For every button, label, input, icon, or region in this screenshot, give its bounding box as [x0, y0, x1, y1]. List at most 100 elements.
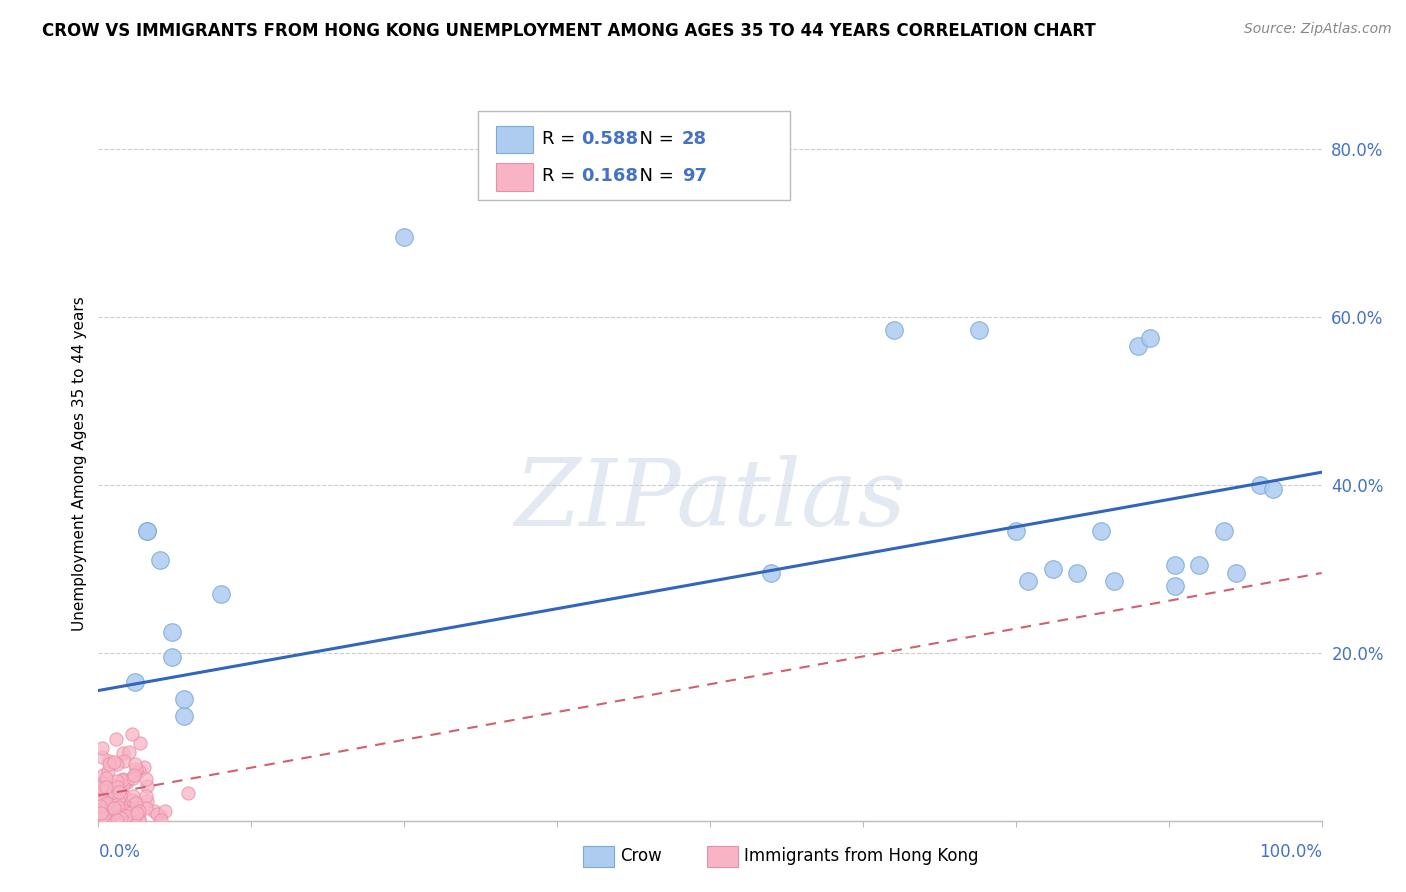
Point [135, 779, 157, 793]
Point [105, 780, 128, 794]
Point [110, 811, 132, 825]
Point [112, 772, 135, 786]
FancyBboxPatch shape [496, 163, 533, 191]
Point [89, 805, 111, 819]
Point [177, 786, 200, 800]
Point [103, 801, 125, 815]
Point [149, 813, 172, 827]
Point [134, 760, 156, 774]
Point [1249, 478, 1271, 492]
Point [93, 776, 115, 790]
Point [112, 789, 135, 803]
Point [122, 794, 145, 808]
Point [108, 782, 131, 797]
Point [146, 807, 169, 822]
Point [94, 788, 117, 802]
Point [90, 780, 112, 795]
Point [967, 322, 990, 336]
Point [89, 799, 111, 814]
Text: N =: N = [628, 168, 679, 186]
Point [90, 806, 112, 821]
FancyBboxPatch shape [496, 127, 533, 153]
Point [1066, 566, 1088, 580]
Point [136, 794, 159, 808]
Text: CROW VS IMMIGRANTS FROM HONG KONG UNEMPLOYMENT AMONG AGES 35 TO 44 YEARS CORRELA: CROW VS IMMIGRANTS FROM HONG KONG UNEMPL… [42, 22, 1095, 40]
Text: Immigrants from Hong Kong: Immigrants from Hong Kong [744, 847, 979, 865]
Point [91, 741, 114, 756]
Text: N =: N = [628, 130, 679, 148]
Point [103, 785, 125, 799]
Point [94, 772, 117, 786]
Point [761, 566, 783, 580]
Point [121, 805, 143, 819]
Point [107, 810, 129, 824]
Point [173, 708, 195, 723]
Point [96, 786, 118, 800]
Point [114, 812, 136, 826]
Point [93, 800, 115, 814]
Point [209, 587, 232, 601]
Point [91, 809, 114, 823]
Point [124, 675, 146, 690]
Y-axis label: Unemployment Among Ages 35 to 44 years: Unemployment Among Ages 35 to 44 years [72, 296, 87, 632]
Point [93, 789, 115, 803]
Point [105, 774, 128, 789]
Text: R =: R = [543, 168, 582, 186]
Point [135, 789, 157, 804]
Point [111, 772, 134, 787]
Point [97, 810, 120, 824]
Point [121, 771, 143, 785]
Point [149, 553, 172, 567]
Point [107, 814, 129, 828]
Point [392, 230, 416, 244]
Point [89, 781, 111, 796]
Text: 28: 28 [682, 130, 707, 148]
Point [124, 757, 146, 772]
Point [121, 805, 143, 820]
Point [1004, 524, 1026, 538]
Point [128, 813, 150, 827]
Point [90, 810, 112, 824]
Text: Source: ZipAtlas.com: Source: ZipAtlas.com [1244, 22, 1392, 37]
Point [117, 772, 139, 787]
Point [108, 785, 131, 799]
Point [110, 798, 132, 813]
Point [129, 736, 152, 750]
Point [153, 805, 176, 819]
Point [91, 750, 114, 764]
Point [125, 805, 148, 820]
Point [111, 806, 134, 821]
Point [1128, 339, 1150, 353]
Point [128, 813, 150, 827]
FancyBboxPatch shape [478, 111, 790, 200]
Point [124, 809, 146, 823]
Point [136, 524, 159, 538]
Point [108, 807, 131, 822]
Point [173, 692, 195, 706]
Point [108, 779, 131, 793]
Point [117, 801, 139, 815]
Point [1090, 524, 1112, 538]
Point [97, 805, 120, 819]
Point [1212, 524, 1234, 538]
Point [98, 756, 121, 771]
Point [120, 812, 142, 826]
Point [111, 807, 134, 822]
Point [1188, 558, 1211, 572]
Point [1164, 558, 1187, 572]
Point [105, 797, 128, 811]
Text: 0.588: 0.588 [582, 130, 638, 148]
Text: 0.0%: 0.0% [98, 843, 141, 861]
Text: 100.0%: 100.0% [1258, 843, 1322, 861]
Point [111, 746, 134, 760]
Point [121, 727, 143, 741]
Point [101, 801, 124, 815]
Point [1139, 331, 1161, 345]
Point [883, 322, 905, 336]
Point [89, 787, 111, 801]
Point [117, 775, 139, 789]
Point [105, 756, 128, 771]
Point [128, 764, 150, 778]
Text: 97: 97 [682, 168, 707, 186]
Point [135, 772, 157, 786]
